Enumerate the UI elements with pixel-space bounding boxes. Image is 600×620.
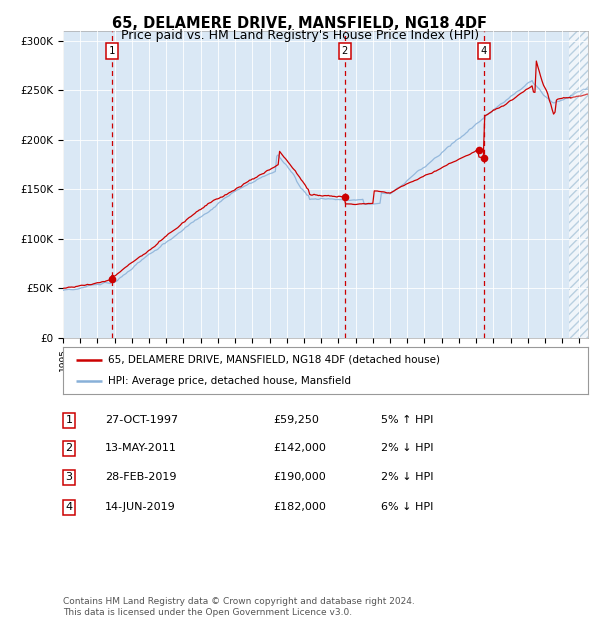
Text: 14-JUN-2019: 14-JUN-2019 bbox=[105, 502, 176, 512]
Text: 65, DELAMERE DRIVE, MANSFIELD, NG18 4DF: 65, DELAMERE DRIVE, MANSFIELD, NG18 4DF bbox=[113, 16, 487, 30]
Text: 3: 3 bbox=[65, 472, 73, 482]
Text: Price paid vs. HM Land Registry's House Price Index (HPI): Price paid vs. HM Land Registry's House … bbox=[121, 29, 479, 42]
Text: £142,000: £142,000 bbox=[273, 443, 326, 453]
Text: 5% ↑ HPI: 5% ↑ HPI bbox=[381, 415, 433, 425]
Text: 28-FEB-2019: 28-FEB-2019 bbox=[105, 472, 176, 482]
Text: Contains HM Land Registry data © Crown copyright and database right 2024.
This d: Contains HM Land Registry data © Crown c… bbox=[63, 598, 415, 617]
Text: 1: 1 bbox=[65, 415, 73, 425]
Text: 2: 2 bbox=[65, 443, 73, 453]
Text: 4: 4 bbox=[481, 46, 487, 56]
Text: 4: 4 bbox=[65, 502, 73, 512]
Text: 2% ↓ HPI: 2% ↓ HPI bbox=[381, 443, 433, 453]
Text: HPI: Average price, detached house, Mansfield: HPI: Average price, detached house, Mans… bbox=[107, 376, 350, 386]
Text: £59,250: £59,250 bbox=[273, 415, 319, 425]
Text: 65, DELAMERE DRIVE, MANSFIELD, NG18 4DF (detached house): 65, DELAMERE DRIVE, MANSFIELD, NG18 4DF … bbox=[107, 355, 440, 365]
Text: 13-MAY-2011: 13-MAY-2011 bbox=[105, 443, 177, 453]
Text: 2% ↓ HPI: 2% ↓ HPI bbox=[381, 472, 433, 482]
Text: 2: 2 bbox=[341, 46, 348, 56]
Text: 6% ↓ HPI: 6% ↓ HPI bbox=[381, 502, 433, 512]
Text: £190,000: £190,000 bbox=[273, 472, 326, 482]
Text: 27-OCT-1997: 27-OCT-1997 bbox=[105, 415, 178, 425]
Text: 1: 1 bbox=[109, 46, 115, 56]
Text: £182,000: £182,000 bbox=[273, 502, 326, 512]
